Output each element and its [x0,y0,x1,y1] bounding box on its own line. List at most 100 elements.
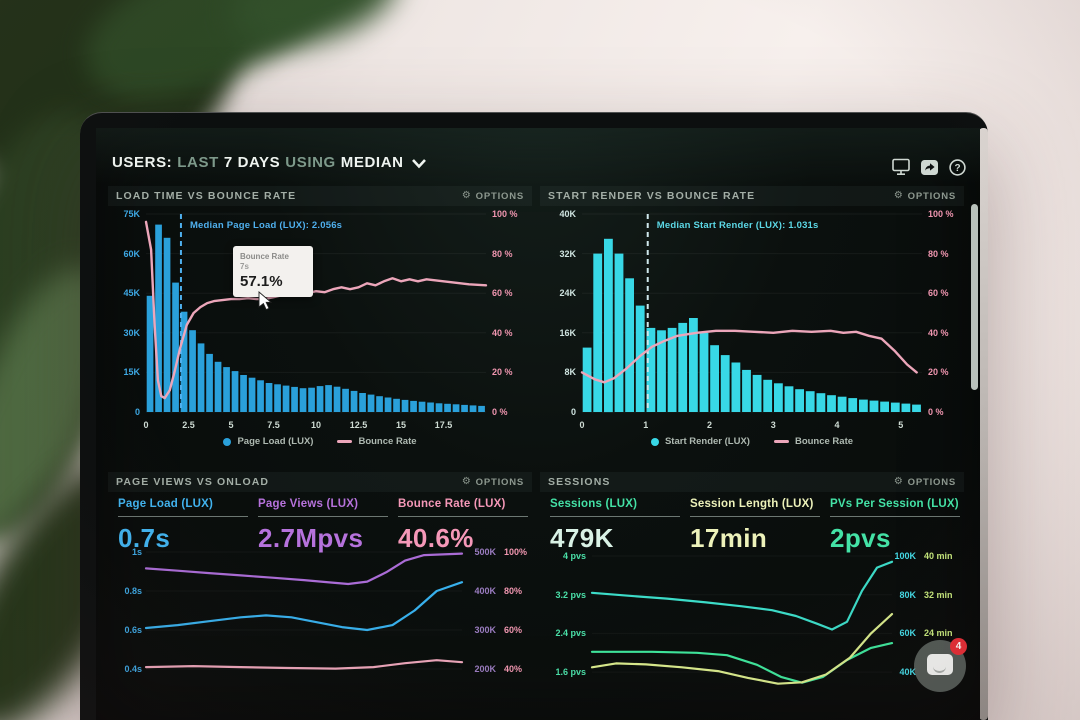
metric-bounce-rate: Bounce Rate (LUX) 40.6% [398,498,528,554]
options-button[interactable]: ⚙ OPTIONS [894,477,956,488]
y-axis-right-label: 500K [474,547,496,557]
y-axis-right-label: 80 % [928,248,949,259]
histogram-bar [614,253,624,412]
metric-value: 2.7Mpvs [258,523,364,553]
metric-session-length: Session Length (LUX) 17min [690,498,820,554]
histogram-bar [848,398,858,412]
x-axis-label: 10 [310,420,321,430]
users-filter-dropdown[interactable]: USERS: LAST 7 DAYS USING MEDIAN [112,154,427,173]
chevron-down-icon[interactable] [411,156,427,173]
display-icon[interactable] [892,158,911,176]
y-axis-right-label: 20 % [492,367,513,378]
metric-label: Bounce Rate (LUX) [398,498,528,517]
options-label: OPTIONS [907,476,956,488]
panel-start-render: START RENDER VS BOUNCE RATE ⚙ OPTIONS Med… [540,186,964,466]
series-dot-icon [223,437,232,446]
histogram-bar [880,401,889,412]
histogram-bar [784,386,794,412]
chat-button[interactable]: 4 [914,638,967,692]
legend-item: Start Render (LUX) [650,436,750,447]
histogram-bar [282,385,290,412]
histogram-bar [859,399,868,412]
chat-bubble-icon [927,654,953,675]
y-axis-label: 0 [134,407,140,417]
x-axis-label: 1 [643,420,649,430]
histogram-bar [816,393,826,412]
y-axis-label: 4 pvs [562,551,586,561]
histogram-bar [333,386,341,412]
histogram-bar [163,237,171,412]
histogram-bar [678,322,688,412]
pageviews-onload-linechart [144,551,464,670]
histogram-bar [189,330,196,412]
cursor-icon [258,291,273,316]
chart-legend: Start Render (LUX) Bounce Rate [540,436,964,447]
y-axis-right-label: 40% [504,664,523,674]
histogram-bar [376,396,383,412]
share-icon[interactable] [920,158,939,176]
y-axis-right-label: 40 % [492,327,513,338]
help-icon[interactable]: ? [948,158,967,176]
y-axis-label: 0.8s [124,586,142,596]
x-axis-label: 5 [228,420,234,430]
x-axis-label: 2.5 [182,420,195,430]
y-axis-right-label: 80% [504,586,523,596]
histogram-bar [699,332,709,412]
y-axis-label: 0 [570,407,576,417]
y-axis-right-label: 60K [899,628,916,639]
metric-label: Page Load (LUX) [118,498,248,517]
title-part: USERS: [112,154,173,171]
histogram-bar [444,403,451,412]
histogram-bar [350,390,358,412]
histogram-bar [582,347,592,412]
panel-header: SESSIONS ⚙ OPTIONS [540,472,964,492]
metric-page-load: Page Load (LUX) 0.7s [118,498,248,554]
options-button[interactable]: ⚙ OPTIONS [894,191,956,202]
x-axis-label: 17.5 [434,420,453,430]
y-axis-right-label: 100% [504,547,528,557]
series-line-0 [144,552,464,586]
x-axis-label: 0 [579,420,585,430]
metric-pvs-per-session: PVs Per Session (LUX) 2pvs [830,498,960,554]
y-axis-right-label: 60% [504,625,523,635]
histogram-bar [367,394,375,412]
panel-header: LOAD TIME VS BOUNCE RATE ⚙ OPTIONS [108,186,532,206]
y-axis-right-label: 100K [894,551,916,561]
y-axis-label: 45K [123,288,140,299]
metric-value: 2pvs [830,523,891,553]
histogram-bar [646,327,656,412]
histogram-bar [342,388,349,412]
panel-header: PAGE VIEWS VS ONLOAD ⚙ OPTIONS [108,472,532,492]
histogram-bar [912,404,921,412]
y-axis-right-label: 80K [899,589,916,600]
y-axis-label: 40K [559,209,576,219]
panel-sessions: SESSIONS ⚙ OPTIONS Sessions (LUX) 479K Se… [540,472,964,720]
histogram-bar [869,400,879,412]
series-line-icon [773,440,789,443]
histogram-bar [325,385,332,412]
options-button[interactable]: ⚙ OPTIONS [462,477,524,488]
histogram-bar [418,401,426,412]
bounce-rate-line [580,329,918,384]
metric-label: Page Views (LUX) [258,498,388,517]
y-axis-label: 3.2 pvs [555,589,586,600]
histogram-bar [384,397,392,412]
histogram-bar [240,375,247,412]
histogram-bar [410,400,417,412]
scrollbar[interactable] [971,204,978,390]
histogram-bar [274,384,281,412]
series-line-icon [337,440,353,443]
y-axis-label: 0.6s [124,625,142,635]
y-axis-right-label: 60 % [492,288,513,299]
x-axis-label: 0 [143,420,149,430]
histogram-bar [393,398,400,412]
series-line-1 [144,581,464,632]
y-axis-label: 60K [123,248,140,259]
sessions-linechart [590,555,894,685]
y-axis-label: 16K [559,327,576,338]
series-line-2 [144,659,464,670]
histogram-bar [291,386,298,412]
y-axis-right-label: 0 % [492,407,508,417]
y-axis-right-label: 40K [899,667,916,678]
options-button[interactable]: ⚙ OPTIONS [462,191,524,202]
